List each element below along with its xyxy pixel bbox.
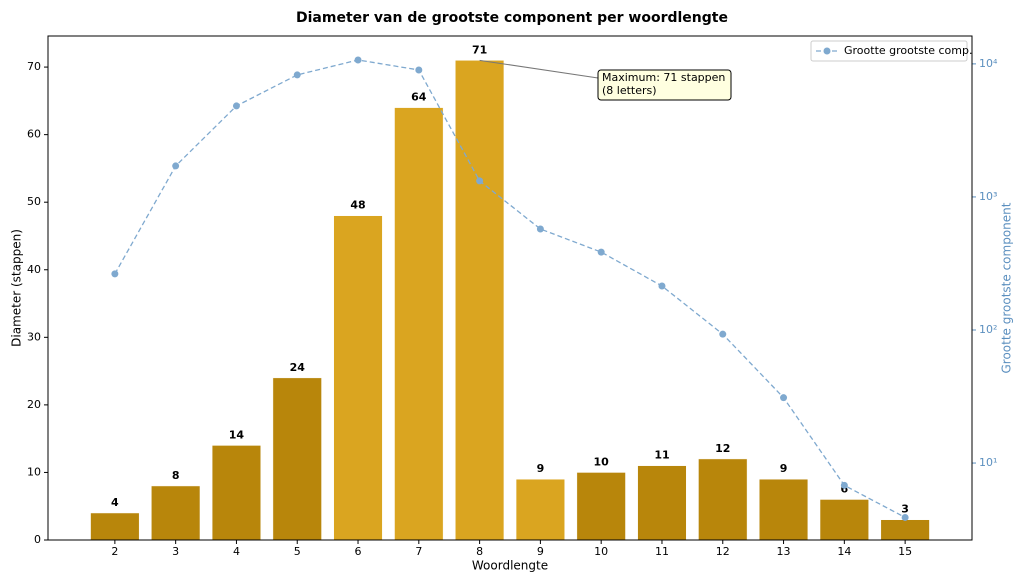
- line-point: [536, 225, 544, 233]
- x-tick-label: 10: [594, 545, 608, 558]
- annotation-box: [597, 69, 732, 101]
- bar: [515, 478, 565, 541]
- data-label: 64: [411, 91, 427, 104]
- x-tick-label: 3: [172, 545, 179, 558]
- chart-title: Diameter van de grootste component per w…: [296, 10, 728, 26]
- bar: [698, 458, 748, 541]
- data-label: 8: [172, 469, 180, 482]
- y-tick-label: 10: [27, 465, 41, 478]
- y-tick-label: 70: [27, 60, 41, 73]
- y2-tick-label: 10³: [979, 190, 997, 203]
- data-label: 4: [111, 496, 119, 509]
- bar: [576, 472, 626, 541]
- annotation-text: Maximum: 71 stappen: [602, 71, 725, 84]
- bar: [637, 465, 687, 541]
- x-tick-label: 8: [476, 545, 483, 558]
- x-tick-label: 11: [655, 545, 669, 558]
- data-label: 48: [350, 199, 365, 212]
- line: [114, 59, 906, 519]
- x-axis-label: Woordlengte: [472, 559, 548, 573]
- data-label: 11: [654, 449, 669, 462]
- x-tick-label: 13: [777, 545, 791, 558]
- plot-frame: [47, 35, 973, 541]
- line-point: [172, 162, 180, 170]
- x-tick-label: 15: [898, 545, 912, 558]
- x-tick-label: 14: [837, 545, 851, 558]
- x-tick-label: 12: [716, 545, 730, 558]
- line-point: [658, 282, 666, 290]
- line-point: [415, 66, 423, 74]
- y-tick-label: 30: [27, 330, 41, 343]
- data-label: 71: [472, 43, 487, 56]
- legend-label: Grootte grootste comp.: [844, 44, 972, 57]
- y-tick-label: 50: [27, 195, 41, 208]
- annotation-arrow: [479, 59, 599, 79]
- y-tick-label: 0: [34, 533, 41, 546]
- y-axis-label: Diameter (stappen): [10, 229, 24, 347]
- x-tick-label: 9: [537, 545, 544, 558]
- legend-marker: [823, 47, 831, 55]
- line-point: [780, 394, 788, 402]
- x-tick-label: 5: [294, 545, 301, 558]
- x-tick-label: 6: [355, 545, 362, 558]
- data-label: 6: [841, 482, 849, 495]
- y-tick-label: 20: [27, 398, 41, 411]
- data-label: 14: [229, 428, 245, 441]
- line-point: [901, 513, 909, 521]
- line-point: [232, 102, 240, 110]
- line-point: [476, 177, 484, 185]
- bar: [880, 519, 930, 541]
- y2-tick-label: 10⁴: [979, 57, 998, 70]
- bar: [394, 107, 444, 541]
- data-label: 10: [594, 455, 610, 468]
- y-tick-label: 60: [27, 128, 41, 141]
- y2-axis-label: Grootte grootste component: [1000, 202, 1014, 373]
- data-label: 9: [780, 462, 788, 475]
- x-tick-label: 4: [233, 545, 240, 558]
- line-point: [111, 270, 119, 278]
- line-point: [293, 71, 301, 79]
- y2-tick-label: 10¹: [979, 456, 997, 469]
- x-tick-label: 7: [415, 545, 422, 558]
- legend-box: [810, 40, 968, 62]
- y-tick-label: 40: [27, 263, 41, 276]
- line-point: [719, 330, 727, 338]
- x-tick-label: 2: [111, 545, 118, 558]
- bar: [151, 485, 201, 541]
- bar: [455, 60, 505, 541]
- y2-tick-label: 10²: [979, 323, 997, 336]
- data-label: 3: [901, 503, 909, 516]
- line-point: [354, 56, 362, 64]
- bar: [333, 215, 383, 541]
- bar: [90, 512, 140, 541]
- bar: [758, 478, 809, 541]
- data-label: 9: [537, 462, 545, 475]
- data-label: 24: [290, 361, 306, 374]
- data-label: 12: [715, 442, 730, 455]
- line-point: [597, 248, 605, 256]
- bar: [272, 377, 322, 541]
- annotation-text: (8 letters): [602, 84, 657, 97]
- bar: [819, 499, 869, 541]
- bar: [211, 445, 262, 541]
- line-point: [840, 481, 848, 489]
